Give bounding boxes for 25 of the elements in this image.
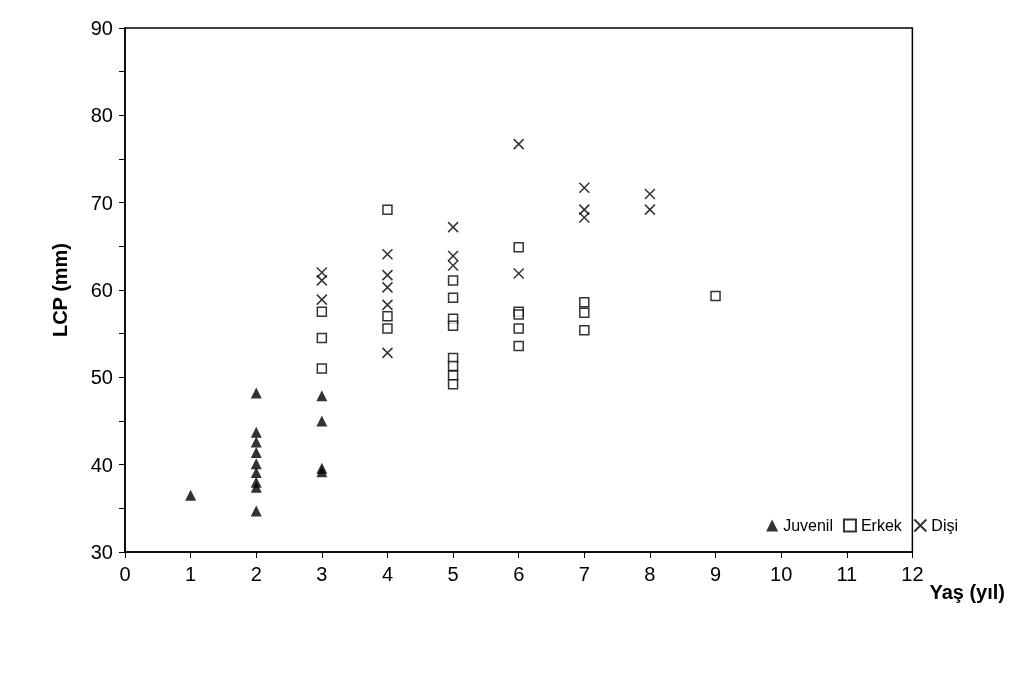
x-tick-label: 4 bbox=[381, 563, 394, 585]
x-tick-label: 1 bbox=[185, 563, 197, 585]
x-tick-label: 9 bbox=[709, 563, 722, 585]
y-tick-label: 80 bbox=[90, 104, 113, 127]
x-tick-label: 12 bbox=[901, 563, 924, 585]
x-tick-label: 0 bbox=[119, 563, 131, 585]
y-tick-label: 70 bbox=[90, 191, 113, 214]
y-tick-label: 60 bbox=[90, 279, 113, 301]
x-tick-label: 8 bbox=[644, 563, 656, 585]
x-tick-label: 7 bbox=[578, 563, 590, 585]
x-tick-label: 2 bbox=[250, 563, 262, 585]
x-tick-label: 5 bbox=[447, 563, 459, 585]
x-tick-label: 11 bbox=[836, 563, 858, 585]
y-tick-label: 30 bbox=[90, 541, 113, 563]
y-axis-title: LCP (mm) bbox=[49, 242, 71, 338]
x-tick-label: 10 bbox=[770, 563, 793, 585]
legend-label: Dişi bbox=[931, 517, 959, 534]
legend-label: Juvenil bbox=[783, 517, 833, 534]
y-tick-label: 50 bbox=[90, 366, 113, 389]
x-axis-title: Yaş (yıl) bbox=[929, 581, 1005, 603]
legend-label: Erkek bbox=[860, 517, 903, 534]
y-tick-label: 90 bbox=[90, 17, 113, 39]
y-tick-label: 40 bbox=[90, 453, 113, 476]
x-tick-label: 6 bbox=[513, 563, 525, 585]
x-tick-label: 3 bbox=[316, 563, 328, 585]
